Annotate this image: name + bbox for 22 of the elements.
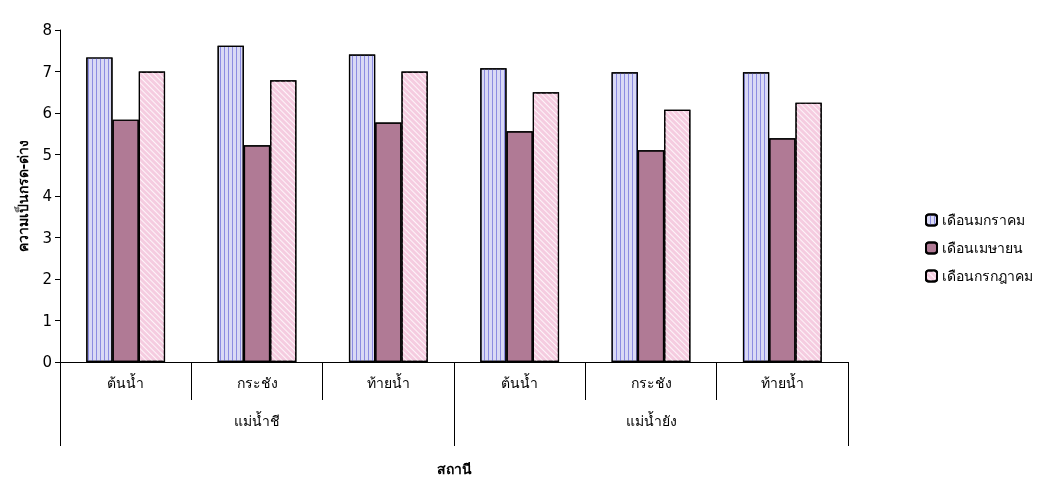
y-tick-label: 3 (42, 228, 52, 247)
y-tick-label: 6 (42, 104, 52, 122)
text: แม่น้ำยัง (625, 411, 677, 429)
x-tick-label: ท้ายน้ำ (760, 373, 804, 391)
y-tick-label: 5 (42, 145, 52, 164)
x-tick-label: ท้ายน้ำ (366, 373, 410, 391)
x-tick-label: ต้นน้ำ (501, 373, 539, 391)
y-tick-label: 2 (42, 270, 52, 288)
y-tick-label: 0 (42, 353, 52, 371)
y-tick-label: 8 (42, 21, 52, 39)
y-axis-title: ความเป็นกรด-ด่าง (14, 139, 31, 253)
y-tick-label: 7 (42, 62, 52, 81)
x-tick-label: ต้นน้ำ (107, 373, 145, 391)
legend-label: เดือนกรกฎาคม (942, 268, 1033, 284)
y-tick-label: 1 (42, 311, 52, 330)
x-axis-title: สถานี (436, 461, 472, 477)
x-tick-label: กระชัง (236, 375, 278, 391)
text: แม่น้ำชี (234, 411, 280, 429)
y-tick-label: 4 (42, 187, 52, 205)
legend-label: เดือนมกราคม (942, 212, 1025, 228)
legend-label: เดือนเมษายน (942, 240, 1023, 256)
x-tick-label: กระชัง (630, 375, 672, 391)
